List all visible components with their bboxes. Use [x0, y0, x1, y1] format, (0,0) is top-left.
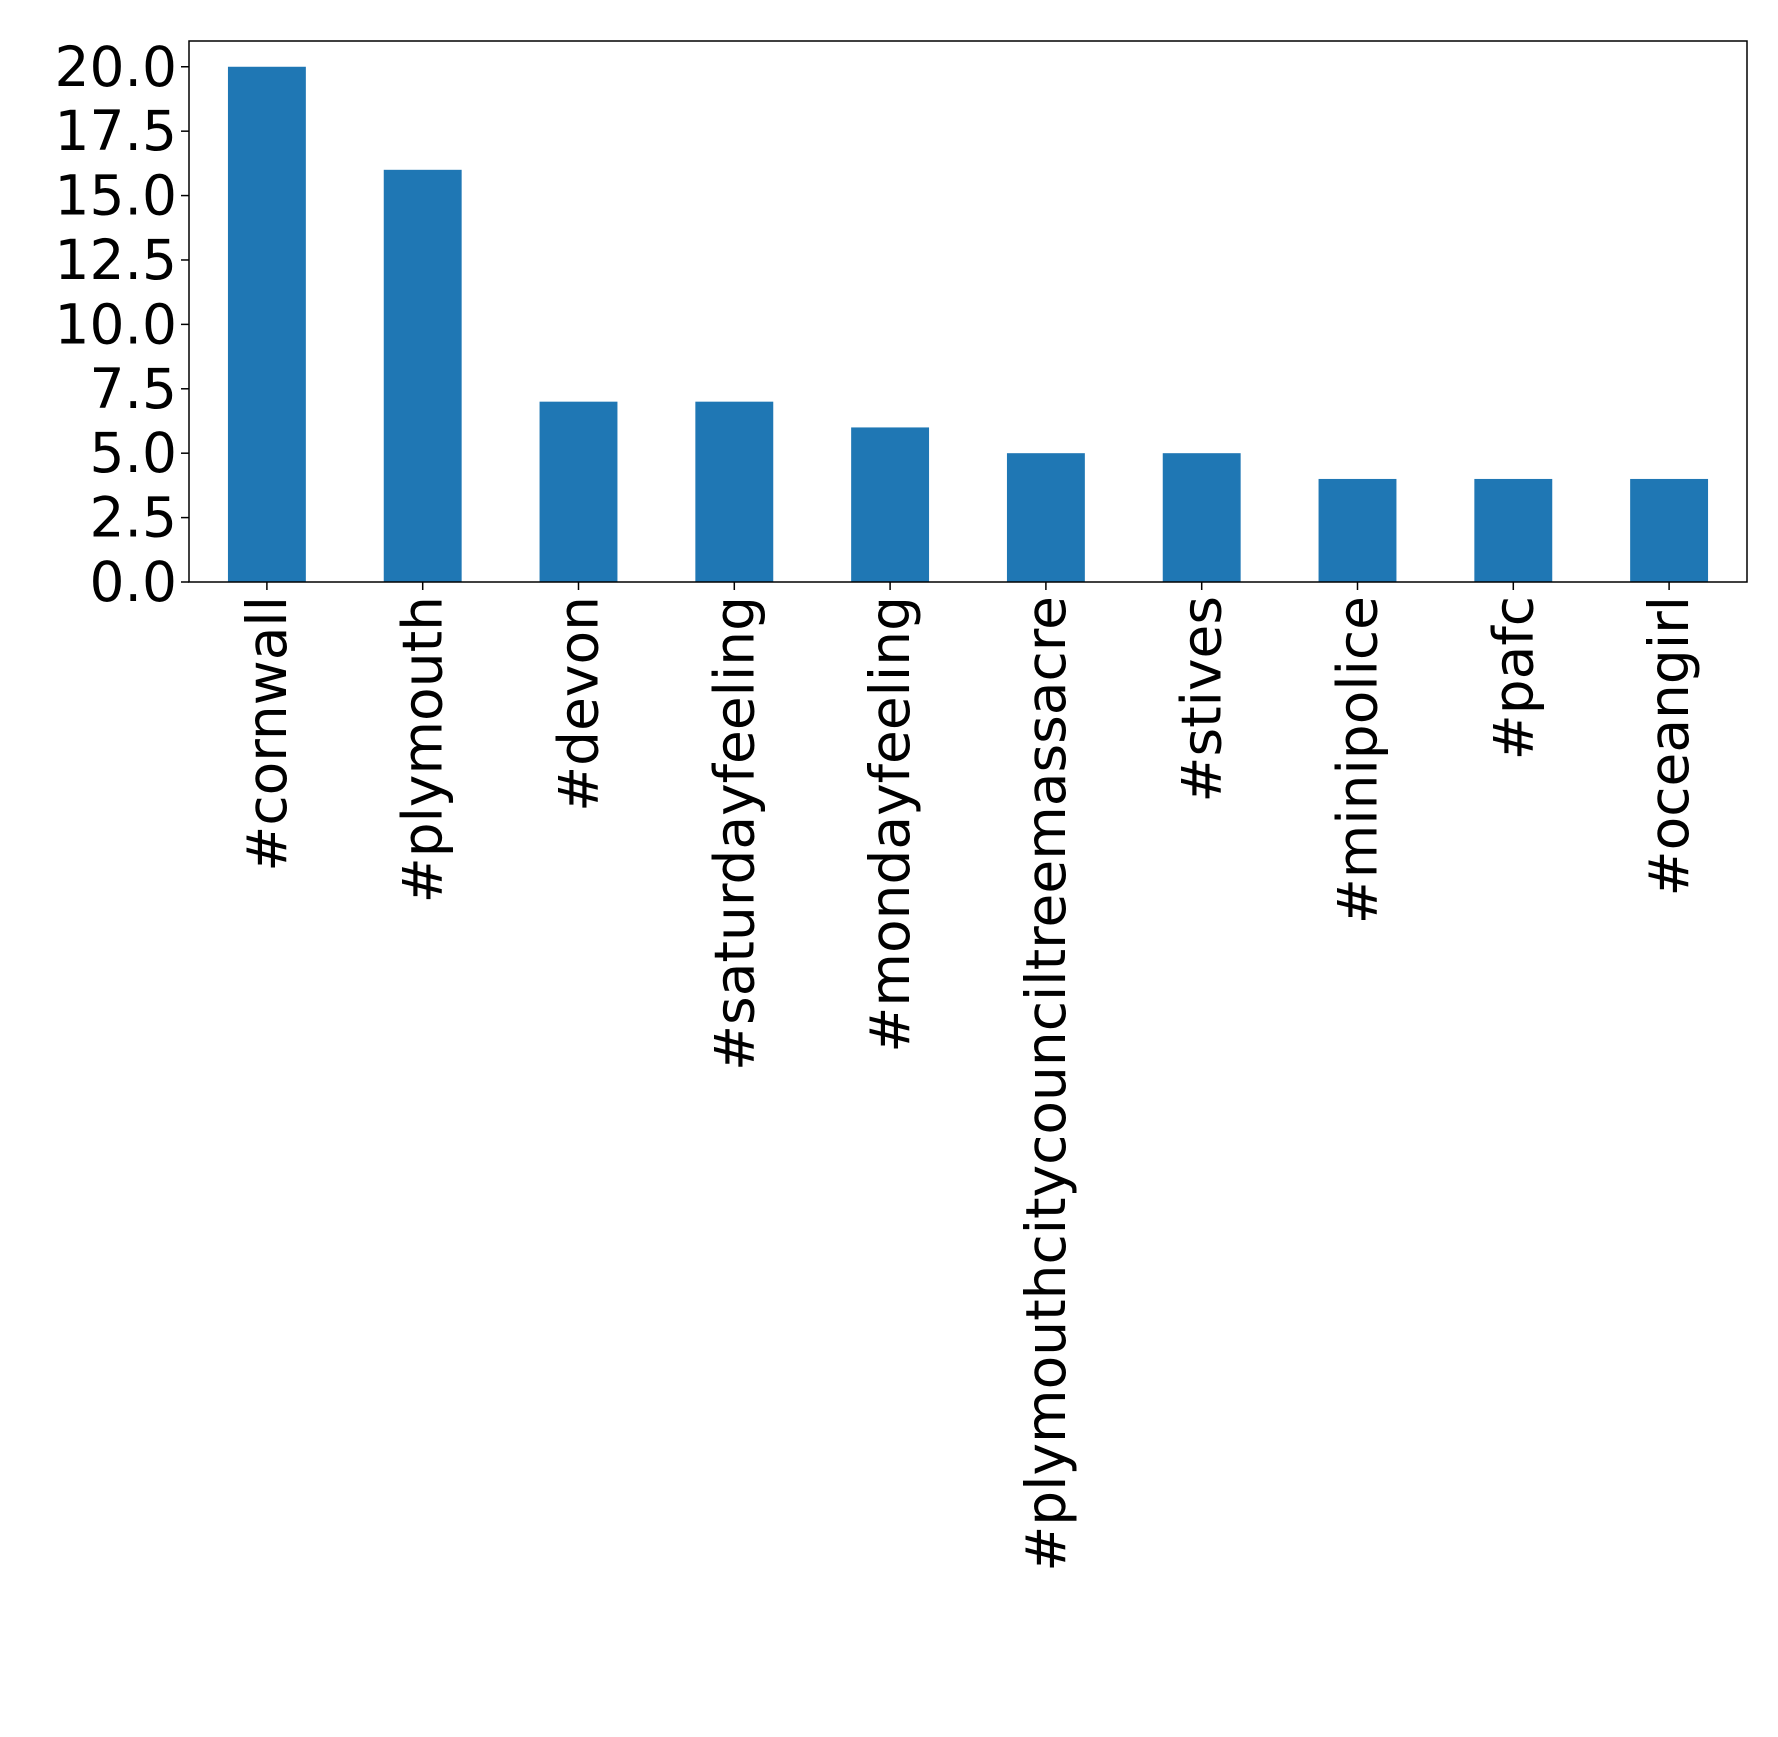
x-tick-label-plymouth: #plymouth	[391, 596, 455, 903]
x-tick-label-devon: #devon	[547, 596, 611, 812]
plot-frame	[188, 40, 1748, 583]
bar-stives	[1162, 453, 1241, 582]
bar-pafc	[1474, 478, 1553, 582]
x-tick-label-mondayfeeling: #mondayfeeling	[858, 596, 922, 1053]
x-tick-label-plymouthcitycounciltreemassacre: #plymouthcitycounciltreemassacre	[1014, 596, 1078, 1572]
x-tick-label-stives: #stives	[1170, 596, 1234, 803]
y-tick-label: 10.0	[55, 292, 177, 356]
bar-minipolice	[1318, 478, 1397, 582]
y-tick-label: 20.0	[55, 35, 177, 99]
bar-mondayfeeling	[851, 427, 930, 582]
bars-layer	[227, 66, 1709, 582]
x-tick-label-minipolice: #minipolice	[1326, 596, 1390, 924]
bar-plymouthcitycounciltreemassacre	[1006, 453, 1085, 582]
x-tick-label-cornwall: #cornwall	[235, 596, 299, 872]
y-tick-label: 7.5	[90, 357, 177, 421]
bar-saturdayfeeling	[695, 401, 774, 582]
y-axis: 0.02.55.07.510.012.515.017.520.0	[55, 35, 189, 614]
x-tick-label-oceangirl: #oceangirl	[1637, 596, 1701, 896]
y-tick-label: 0.0	[90, 550, 177, 614]
bar-devon	[539, 401, 618, 582]
bar-cornwall	[227, 66, 306, 582]
y-tick-label: 12.5	[55, 228, 177, 292]
y-tick-label: 5.0	[90, 421, 177, 485]
bar-plymouth	[383, 169, 462, 582]
y-tick-label: 17.5	[55, 99, 177, 163]
x-tick-label-pafc: #pafc	[1481, 596, 1545, 760]
y-tick-label: 15.0	[55, 164, 177, 228]
bar-oceangirl	[1630, 478, 1709, 582]
x-tick-label-saturdayfeeling: #saturdayfeeling	[702, 596, 766, 1071]
y-tick-label: 2.5	[90, 486, 177, 550]
x-axis: #cornwall #plymouth #devon #saturdayfeeling…	[235, 582, 1701, 1572]
